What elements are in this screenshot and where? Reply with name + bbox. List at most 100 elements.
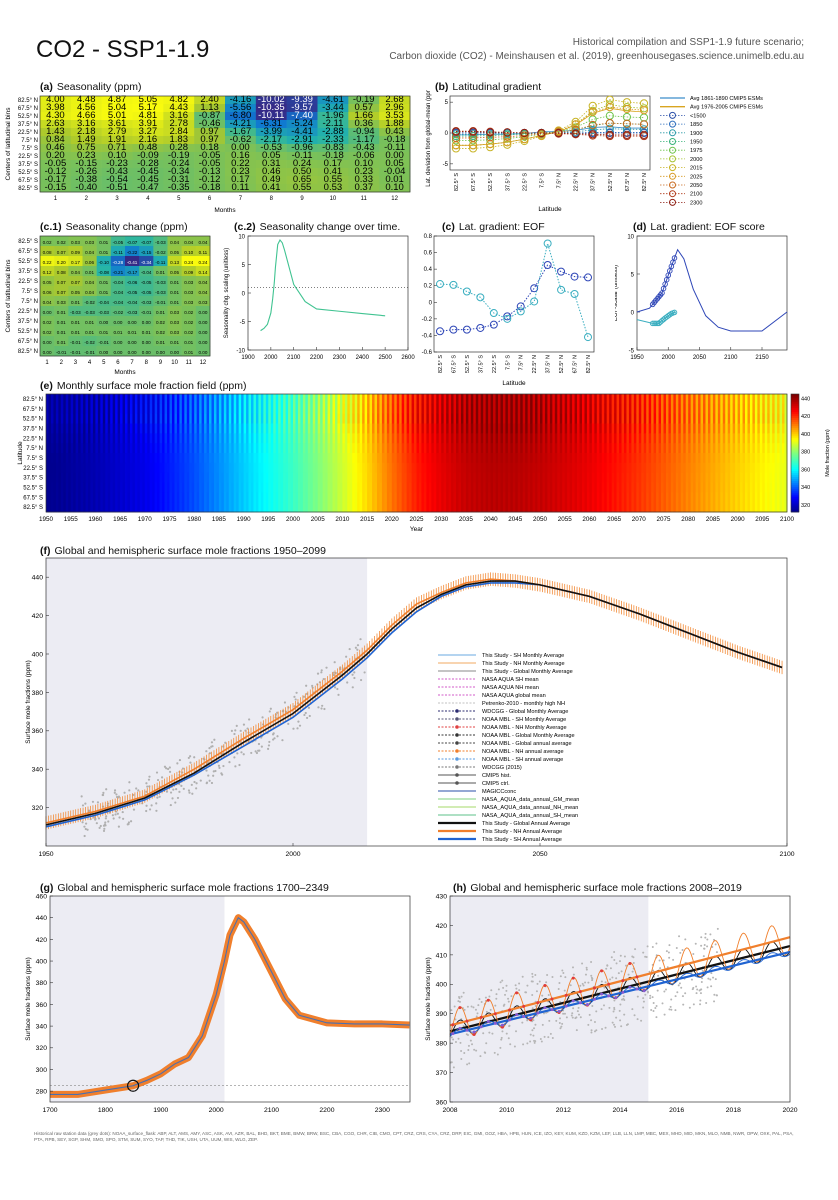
field-cell <box>631 413 635 424</box>
field-cell <box>65 443 69 454</box>
field-cell <box>656 403 659 415</box>
cell-value-label: 0.02 <box>156 330 165 335</box>
field-cell <box>522 443 526 454</box>
field-cell <box>344 403 348 415</box>
colorbar-cell <box>791 397 799 401</box>
field-cell <box>525 453 529 464</box>
cell-value-label: -0.19 <box>353 94 375 105</box>
field-cell <box>577 453 580 464</box>
field-cell <box>347 394 351 405</box>
field-cell <box>255 502 259 513</box>
field-cell <box>253 472 257 483</box>
field-cell <box>169 403 173 415</box>
colorbar-cell <box>791 484 799 487</box>
field-cell <box>238 443 242 454</box>
field-cell <box>754 403 758 415</box>
field-cell <box>448 453 452 464</box>
field-cell <box>206 502 210 513</box>
y-tick-label: 22.5° S <box>18 154 38 160</box>
field-cell <box>626 443 630 454</box>
field-cell <box>559 433 563 444</box>
field-cell <box>567 472 571 483</box>
field-cell <box>661 492 664 503</box>
field-cell <box>209 433 212 444</box>
field-cell <box>456 433 459 444</box>
field-cell <box>169 413 173 424</box>
cell-value-label: 0.22 <box>231 158 250 169</box>
field-cell <box>233 492 237 503</box>
field-cell <box>312 394 316 405</box>
field-cell <box>636 413 640 424</box>
field-cell <box>421 394 425 405</box>
field-cell <box>55 433 59 444</box>
field-cell <box>648 502 652 513</box>
field-cell <box>742 413 746 424</box>
field-cell <box>251 482 254 493</box>
field-cell <box>75 403 79 415</box>
field-cell <box>767 423 771 434</box>
field-cell <box>443 462 447 474</box>
data-point <box>449 280 458 289</box>
field-cell <box>623 482 627 493</box>
field-cell <box>747 413 751 424</box>
field-cell <box>507 502 511 513</box>
field-cell <box>95 472 99 483</box>
cell-value-label: 0.01 <box>99 240 108 245</box>
field-cell <box>584 423 588 434</box>
field-cell <box>83 394 86 405</box>
field-cell <box>535 423 538 434</box>
field-cell <box>273 462 277 474</box>
station-data-point <box>348 647 351 651</box>
field-cell <box>90 453 94 464</box>
field-cell <box>325 433 328 444</box>
field-cell <box>619 472 622 483</box>
field-cell <box>179 413 183 424</box>
field-cell <box>139 462 143 474</box>
field-cell <box>428 443 432 454</box>
colorbar-tick-label: 360 <box>801 467 810 473</box>
field-cell <box>376 443 380 454</box>
field-cell <box>473 453 477 464</box>
field-cell <box>680 472 684 483</box>
station-data-point <box>320 671 323 674</box>
field-cell <box>50 403 54 415</box>
x-tick-label: 2000 <box>286 516 301 523</box>
field-cell <box>493 462 496 474</box>
field-cell <box>97 423 101 434</box>
field-cell <box>307 443 311 454</box>
field-cell <box>475 472 479 483</box>
field-cell <box>221 482 225 493</box>
field-cell <box>117 462 121 474</box>
field-cell <box>233 443 237 454</box>
field-cell <box>211 472 215 483</box>
field-cell <box>386 443 390 454</box>
field-cell <box>745 482 748 493</box>
field-cell <box>530 492 533 503</box>
field-cell <box>616 502 620 513</box>
field-cell <box>300 423 304 434</box>
field-cell <box>653 423 657 434</box>
field-cell <box>589 502 593 513</box>
field-cell <box>110 462 114 474</box>
field-cell <box>85 413 89 424</box>
field-cell <box>167 423 170 434</box>
field-cell <box>196 433 200 444</box>
field-cell <box>162 433 165 444</box>
field-cell <box>416 413 420 424</box>
field-cell <box>594 413 598 424</box>
field-cell <box>290 403 294 415</box>
field-cell <box>690 423 694 434</box>
field-cell <box>344 502 348 513</box>
field-cell <box>167 403 170 415</box>
field-cell <box>498 394 501 405</box>
field-cell <box>100 472 104 483</box>
station-data-point <box>178 758 182 762</box>
field-cell <box>443 403 447 415</box>
field-cell <box>384 443 388 454</box>
field-cell <box>517 394 521 405</box>
cell-value-label: -0.17 <box>45 174 67 185</box>
field-cell <box>609 482 613 493</box>
field-cell <box>315 492 319 503</box>
field-cell <box>621 502 625 513</box>
cell-value-label: -1.96 <box>322 110 344 121</box>
